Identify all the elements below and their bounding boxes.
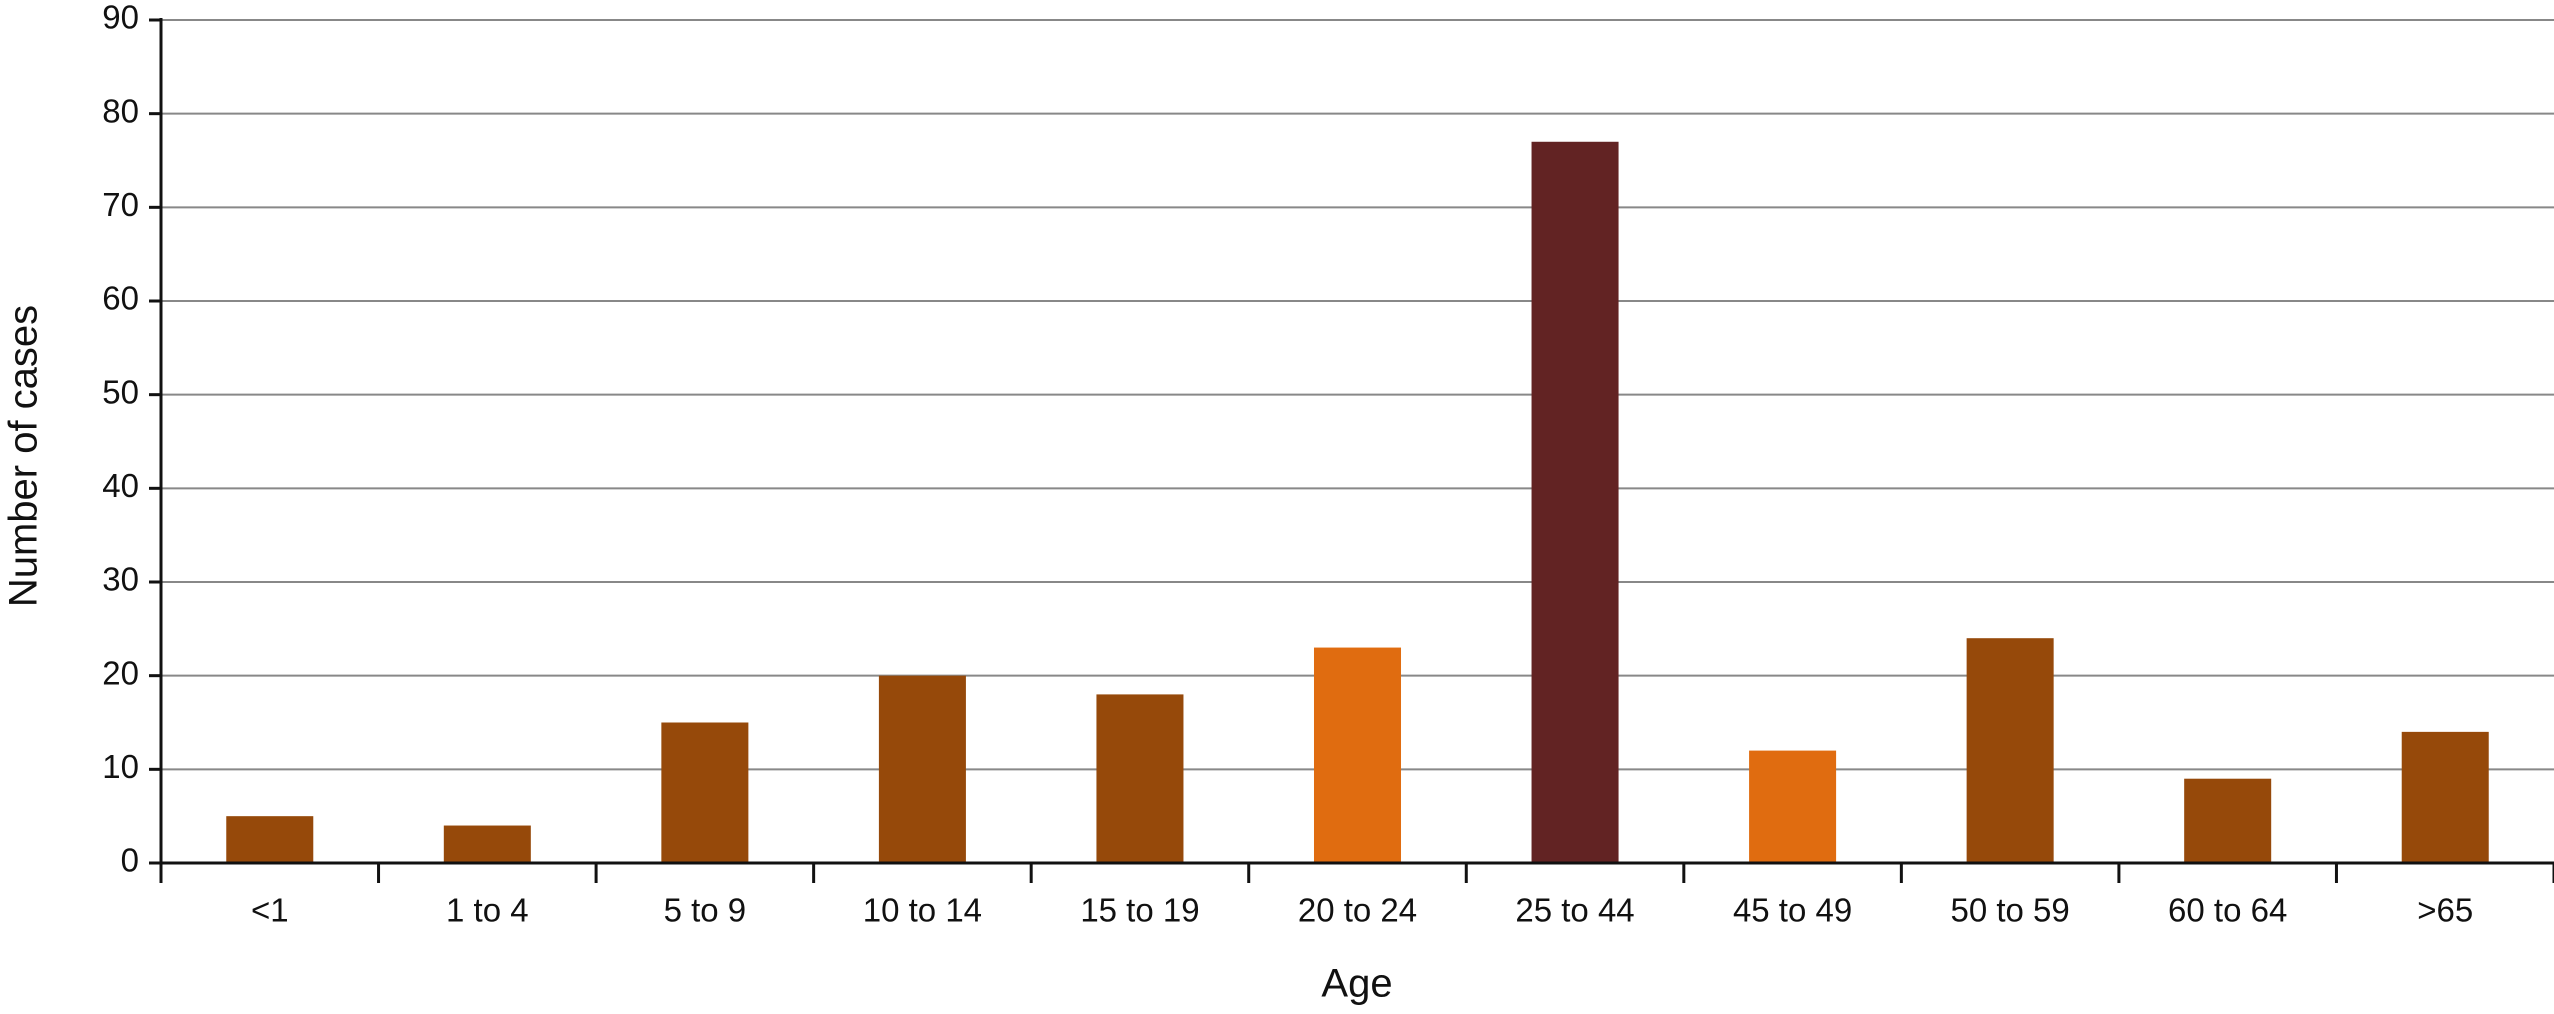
y-tick-label: 10: [102, 748, 139, 785]
bar: [2401, 731, 2489, 863]
y-tick-label: 30: [102, 561, 139, 598]
bar: [1966, 638, 2054, 863]
x-tick-label: 50 to 59: [1950, 892, 2069, 929]
y-tick-label: 50: [102, 373, 139, 410]
bar: [878, 675, 966, 863]
x-tick-label: 25 to 44: [1515, 892, 1634, 929]
bar: [1313, 647, 1402, 863]
bar: [1096, 694, 1184, 863]
x-tick-label: 15 to 19: [1080, 892, 1199, 929]
x-tick-label: 1 to 4: [446, 892, 529, 929]
x-tick-label: 10 to 14: [863, 892, 982, 929]
bar: [661, 722, 749, 863]
x-tick-label: 20 to 24: [1298, 892, 1417, 929]
y-tick-label: 40: [102, 467, 139, 504]
y-tick-label: 0: [121, 842, 139, 879]
bar: [1749, 750, 1837, 863]
y-tick-label: 90: [102, 0, 139, 36]
x-tick-label: 60 to 64: [2168, 892, 2287, 929]
bar: [226, 816, 314, 863]
bar: [1531, 141, 1619, 863]
y-axis-label: Number of cases: [2, 305, 46, 607]
x-tick-label: 45 to 49: [1733, 892, 1852, 929]
x-tick-label: 5 to 9: [664, 892, 747, 929]
y-tick-label: 80: [102, 92, 139, 129]
x-tick-label: <1: [251, 892, 289, 929]
y-tick-label: 70: [102, 186, 139, 223]
x-axis-label: Age: [1321, 962, 1392, 1006]
y-tick-label: 60: [102, 280, 139, 317]
x-tick-label: >65: [2417, 892, 2473, 929]
bar: [443, 825, 531, 863]
bar: [2184, 778, 2272, 863]
y-tick-label: 20: [102, 654, 139, 691]
